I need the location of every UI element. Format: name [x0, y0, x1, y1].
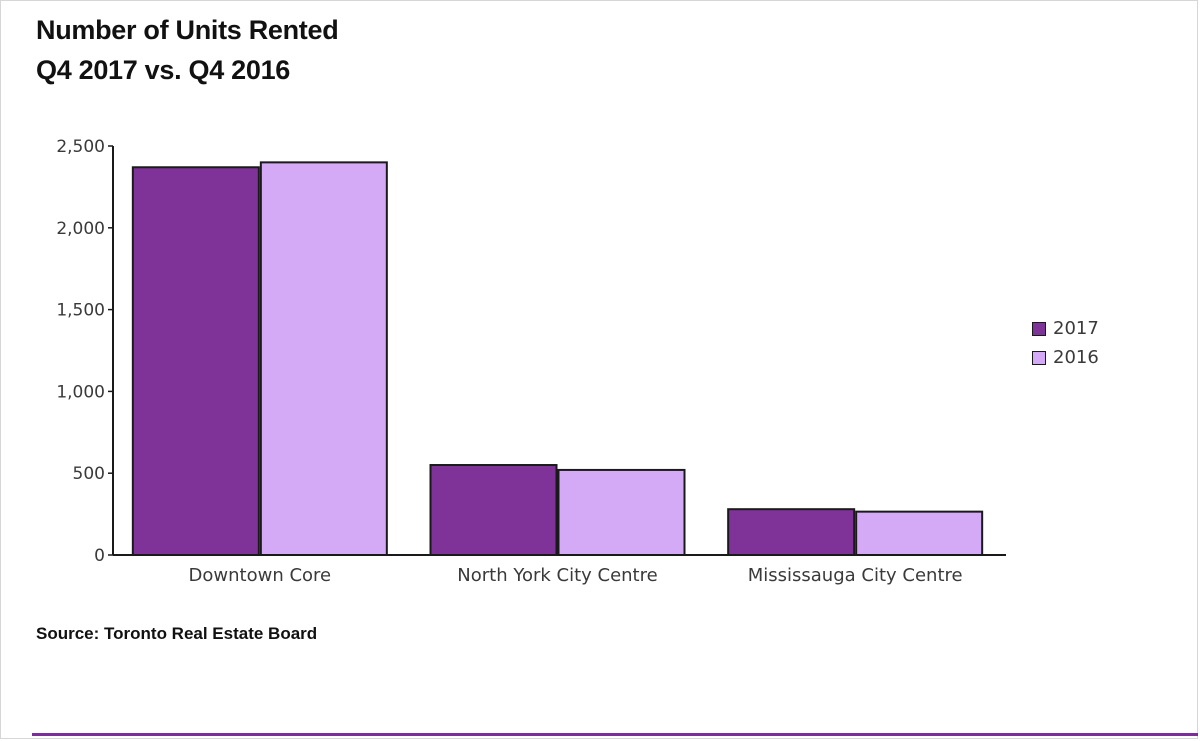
- legend-label-2017: 2017: [1053, 318, 1099, 339]
- x-tick-label: North York City Centre: [457, 565, 657, 586]
- y-tick-label: 2,000: [56, 219, 105, 239]
- y-tick-label: 1,000: [56, 382, 105, 402]
- chart-bars: [131, 161, 984, 557]
- bar-2017-1: [429, 464, 558, 556]
- bar-2017-0: [131, 166, 260, 556]
- y-tick-label: 1,500: [56, 301, 105, 321]
- chart-labels: 0 500 1,000 1,500 2,000 2,500 Downtown Core Nor…: [56, 137, 962, 586]
- legend-item-2016: 2016: [1032, 343, 1099, 372]
- x-tick-label: Mississauga City Centre: [748, 565, 963, 586]
- chart-subtitle: Q4 2017 vs. Q4 2016: [36, 55, 291, 85]
- chart-title: Number of Units Rented: [36, 15, 339, 45]
- legend-item-2017: 2017: [1032, 314, 1099, 343]
- bar-2016-2: [855, 510, 984, 556]
- legend-swatch-2016: [1032, 350, 1046, 365]
- bottom-rule: [32, 733, 1198, 736]
- source-note: Source: Toronto Real Estate Board: [36, 624, 318, 643]
- y-tick-label: 2,500: [56, 137, 105, 157]
- x-tick-label: Downtown Core: [189, 565, 332, 586]
- legend-swatch-2017: [1032, 321, 1046, 336]
- bar-2017-2: [727, 508, 856, 556]
- bar-2016-1: [557, 468, 686, 557]
- legend-label-2016: 2016: [1053, 347, 1099, 368]
- bar-2016-0: [259, 161, 388, 557]
- y-tick-label: 0: [94, 546, 105, 566]
- chart-legend: 2017 2016: [1032, 314, 1099, 372]
- y-tick-label: 500: [73, 464, 105, 484]
- chart-title-block: Number of Units Rented Q4 2017 vs. Q4 20…: [36, 12, 339, 92]
